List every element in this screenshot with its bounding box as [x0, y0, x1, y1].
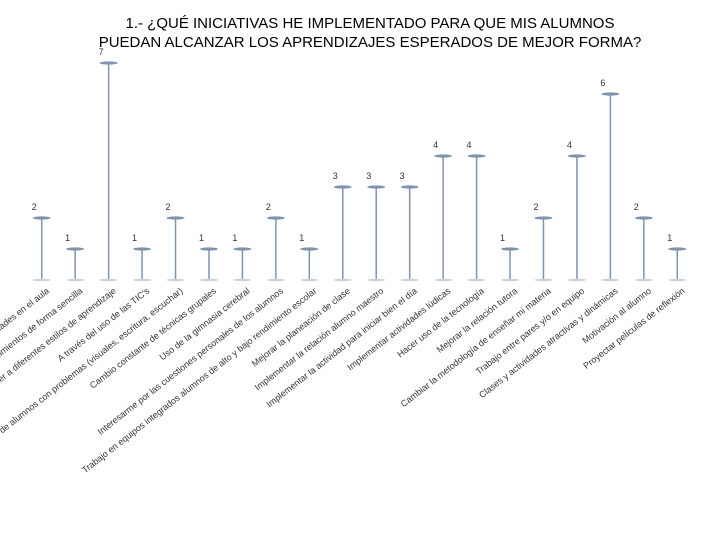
value-label: 3: [366, 171, 371, 181]
value-label: 2: [533, 202, 538, 212]
base: [434, 278, 453, 282]
base: [501, 278, 520, 282]
base: [333, 278, 352, 282]
chart-title: PUEDAN ALCANZAR LOS APRENDIZAJES ESPERAD…: [99, 34, 642, 51]
value-label: 1: [132, 233, 137, 243]
value-label: 4: [467, 140, 472, 150]
base: [266, 278, 285, 282]
base: [601, 278, 620, 282]
value-label: 2: [634, 202, 639, 212]
base: [367, 278, 386, 282]
base: [233, 278, 252, 282]
base: [567, 278, 586, 282]
base: [199, 278, 218, 282]
cap: [567, 154, 586, 158]
base: [66, 278, 85, 282]
base: [166, 278, 185, 282]
value-label: 1: [667, 233, 672, 243]
cap: [99, 61, 118, 65]
value-label: 1: [500, 233, 505, 243]
cap: [333, 185, 352, 189]
cap: [501, 247, 520, 251]
chart-title: 1.- ¿QUÉ INICIATIVAS HE IMPLEMENTADO PAR…: [126, 15, 615, 32]
cap: [668, 247, 687, 251]
value-label: 3: [400, 171, 405, 181]
cap: [32, 216, 51, 220]
cap: [434, 154, 453, 158]
cap: [166, 216, 185, 220]
cap: [233, 247, 252, 251]
cap: [400, 185, 419, 189]
cap: [467, 154, 486, 158]
cap: [133, 247, 152, 251]
value-label: 7: [99, 47, 104, 57]
cap: [66, 247, 85, 251]
value-label: 4: [433, 140, 438, 150]
cap: [367, 185, 386, 189]
base: [133, 278, 152, 282]
base: [300, 278, 319, 282]
value-label: 6: [600, 78, 605, 88]
cap: [300, 247, 319, 251]
base: [534, 278, 553, 282]
value-label: 1: [232, 233, 237, 243]
value-label: 2: [266, 202, 271, 212]
base: [668, 278, 687, 282]
base: [634, 278, 653, 282]
value-label: 3: [333, 171, 338, 181]
cap: [199, 247, 218, 251]
value-label: 2: [32, 202, 37, 212]
value-label: 4: [567, 140, 572, 150]
value-label: 1: [299, 233, 304, 243]
cap: [266, 216, 285, 220]
cap: [634, 216, 653, 220]
value-label: 2: [166, 202, 171, 212]
base: [467, 278, 486, 282]
base: [99, 278, 118, 282]
value-label: 1: [65, 233, 70, 243]
value-label: 1: [199, 233, 204, 243]
base: [400, 278, 419, 282]
cap: [601, 92, 620, 96]
base: [32, 278, 51, 282]
cap: [534, 216, 553, 220]
